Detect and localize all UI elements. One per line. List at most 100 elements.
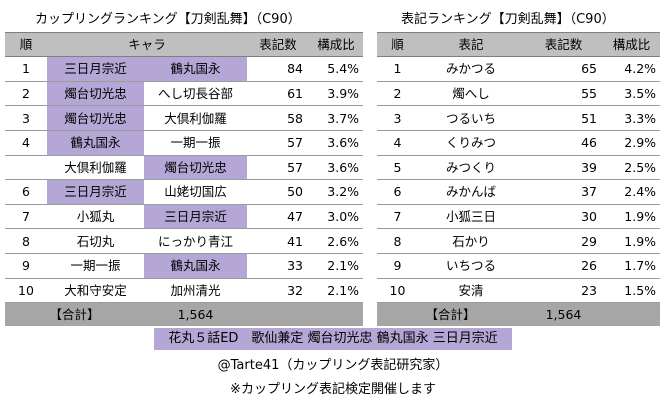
count-cell: 26: [524, 253, 603, 279]
table-row: 5 みつくり 39 2.5%: [377, 155, 661, 181]
ratio-cell: 1.5%: [603, 278, 661, 304]
table-row: 8 石かり 29 1.9%: [377, 228, 661, 254]
table-row: 10 安清 23 1.5%: [377, 278, 661, 304]
rank-cell: 2: [5, 81, 47, 107]
rank-cell: [5, 155, 47, 181]
table-row: 大倶利伽羅 燭台切光忠 57 3.6%: [5, 155, 364, 181]
count-cell: 47: [247, 204, 309, 230]
table-row: 7 小狐三日 30 1.9%: [377, 204, 661, 230]
ratio-cell: 5.4%: [309, 56, 364, 82]
table-row: 9 いちつる 26 1.7%: [377, 253, 661, 279]
rank-cell: 10: [5, 278, 47, 304]
notation-cell: つるいち: [418, 105, 524, 131]
character-b-cell: 大倶利伽羅: [144, 105, 247, 131]
column-header-ratio: 構成比: [603, 32, 661, 58]
ratio-cell: 3.6%: [309, 130, 364, 156]
rank-cell: 3: [377, 105, 418, 131]
rank-cell: 5: [377, 155, 418, 181]
column-header-rank: 順: [5, 32, 47, 58]
ratio-cell: 2.4%: [603, 179, 661, 205]
rank-cell: 1: [5, 56, 47, 82]
ratio-cell: 2.5%: [603, 155, 661, 181]
rank-cell: 7: [377, 204, 418, 230]
table-row: 6 みかんば 37 2.4%: [377, 179, 661, 205]
table-row: 1 みかつる 65 4.2%: [377, 56, 661, 82]
character-b-cell: 一期一振: [144, 130, 247, 156]
ratio-cell: 1.9%: [603, 204, 661, 230]
count-cell: 41: [247, 228, 309, 254]
rank-cell: 3: [5, 105, 47, 131]
count-cell: 30: [524, 204, 603, 230]
rank-cell: 10: [377, 278, 418, 304]
count-cell: 33: [247, 253, 309, 279]
notation-cell: くりみつ: [418, 130, 524, 156]
rank-cell: 6: [5, 179, 47, 205]
notation-ranking-table: 表記ランキング【刀剣乱舞】（C90） 順 表記 表記数 構成比 1 みかつる 65 4…: [377, 8, 661, 327]
table-row: 3 つるいち 51 3.3%: [377, 105, 661, 131]
ratio-cell: 3.2%: [309, 179, 364, 205]
count-cell: 50: [247, 179, 309, 205]
character-b-cell: へし切長谷部: [144, 81, 247, 107]
character-a-cell: 石切丸: [47, 228, 144, 254]
character-b-cell: 鶴丸国永: [144, 56, 247, 82]
ratio-cell: 4.2%: [603, 56, 661, 82]
character-b-cell: 燭台切光忠: [144, 155, 247, 181]
count-cell: 39: [524, 155, 603, 181]
rank-cell: 4: [377, 130, 418, 156]
credit-text: @Tarte41（カップリング表記研究家）: [217, 358, 449, 373]
rank-cell: 1: [377, 56, 418, 82]
rank-cell: 7: [5, 204, 47, 230]
total-label: 【合計】: [5, 302, 144, 327]
ratio-cell: 3.5%: [603, 81, 661, 107]
count-cell: 51: [524, 105, 603, 131]
ed-banner: 花丸５話ED 歌仙兼定 燭台切光忠 鶴丸国永 三日月宗近: [154, 328, 512, 350]
table-row: 8 石切丸 にっかり青江 41 2.6%: [5, 228, 364, 254]
rank-cell: 8: [5, 228, 47, 254]
count-cell: 84: [247, 56, 309, 82]
notation-ranking-title: 表記ランキング【刀剣乱舞】（C90）: [377, 8, 661, 33]
count-cell: 23: [524, 278, 603, 304]
count-cell: 32: [247, 278, 309, 304]
character-a-cell: 大倶利伽羅: [47, 155, 144, 181]
table-row: 6 三日月宗近 山姥切国広 50 3.2%: [5, 179, 364, 205]
total-value: 1,564: [524, 302, 603, 327]
notation-cell: 燭へし: [418, 81, 524, 107]
note-text: ※カップリング表記検定開催します: [230, 382, 436, 397]
column-header-count: 表記数: [524, 32, 603, 58]
count-cell: 61: [247, 81, 309, 107]
table-row: 2 燭へし 55 3.5%: [377, 81, 661, 107]
notation-cell: 小狐三日: [418, 204, 524, 230]
ratio-cell: 1.9%: [603, 228, 661, 254]
table-row: 7 小狐丸 三日月宗近 47 3.0%: [5, 204, 364, 230]
rank-cell: 2: [377, 81, 418, 107]
character-a-cell: 三日月宗近: [47, 56, 144, 82]
column-header-character: キャラ: [47, 32, 247, 58]
notation-cell: みかつる: [418, 56, 524, 82]
notation-cell: みかんば: [418, 179, 524, 205]
character-b-cell: 三日月宗近: [144, 204, 247, 230]
column-header-count: 表記数: [247, 32, 309, 58]
column-header-notation: 表記: [418, 32, 524, 58]
ratio-cell: 2.1%: [309, 253, 364, 279]
column-header-ratio: 構成比: [309, 32, 364, 58]
character-a-cell: 鶴丸国永: [47, 130, 144, 156]
count-cell: 57: [247, 130, 309, 156]
notation-cell: みつくり: [418, 155, 524, 181]
ratio-cell: 2.1%: [309, 278, 364, 304]
notation-cell: いちつる: [418, 253, 524, 279]
character-a-cell: 燭台切光忠: [47, 81, 144, 107]
table-row: 2 燭台切光忠 へし切長谷部 61 3.9%: [5, 81, 364, 107]
column-header-rank: 順: [377, 32, 418, 58]
character-a-cell: 小狐丸: [47, 204, 144, 230]
count-cell: 29: [524, 228, 603, 254]
count-cell: 46: [524, 130, 603, 156]
ratio-cell: 2.6%: [309, 228, 364, 254]
ratio-cell: 3.9%: [309, 81, 364, 107]
ratio-cell: 3.6%: [309, 155, 364, 181]
count-cell: 58: [247, 105, 309, 131]
character-b-cell: 鶴丸国永: [144, 253, 247, 279]
ratio-cell: 3.7%: [309, 105, 364, 131]
character-a-cell: 一期一振: [47, 253, 144, 279]
total-label: 【合計】: [377, 302, 524, 327]
rank-cell: 9: [5, 253, 47, 279]
